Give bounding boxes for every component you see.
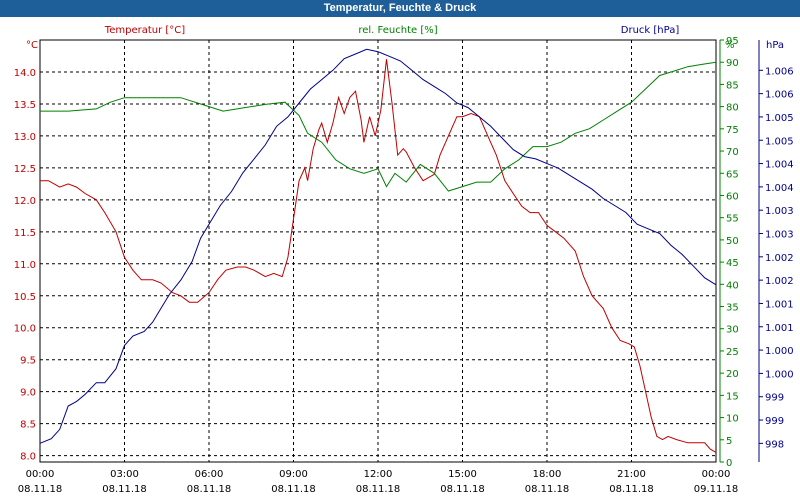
humidity-tick-label: 90 [726,58,739,69]
pressure-tick-label: 1.004 [765,183,794,194]
plot-border [39,39,717,463]
humidity-tick-label: 25 [726,347,739,358]
pressure-tick-label: 1.001 [765,323,794,334]
humidity-line [40,61,717,192]
pressure-tick-label: 1.003 [765,206,794,217]
temp-tick-label: 11.0 [14,260,36,271]
temp-tick-label: 13.5 [14,100,36,111]
humidity-tick-label: 5 [726,436,732,447]
pressure-tick-label: 1.006 [765,66,794,77]
humidity-tick-label: 15 [726,391,739,402]
x-tick-time: 03:00 [110,469,139,480]
x-tick-time: 06:00 [195,469,224,480]
temp-tick-label: 8.0 [20,452,36,463]
humidity-unit-label: % [725,40,735,51]
series-lines [39,48,717,453]
x-tick-date: 08.11.18 [525,484,570,495]
humidity-tick-label: 55 [726,214,739,225]
humidity-tick-label: 65 [726,169,739,180]
grid [40,40,716,462]
humidity-tick-label: 80 [726,103,739,114]
humidity-tick-label: 10 [726,414,739,425]
x-tick-date: 08.11.18 [271,484,316,495]
pressure-tick-label: 1.004 [765,160,794,171]
humidity-tick-label: 40 [726,280,739,291]
pressure-tick-label: 1.000 [765,346,794,357]
x-tick-time: 21:00 [617,469,646,480]
x-tick-date: 08.11.18 [187,484,232,495]
pressure-tick-label: 998 [765,439,784,450]
humidity-tick-label: 85 [726,80,739,91]
x-tick-date: 08.11.18 [609,484,654,495]
pressure-line [39,48,717,444]
x-tick-time: 18:00 [533,469,562,480]
temperature-line [40,59,717,453]
chart-title: Temperatur, Feuchte & Druck [0,0,800,17]
axes: 00:00 08.11.18 03:00 08.11.18 06:00 08.11.18 0… [14,36,794,495]
x-tick-time: 09:00 [279,469,308,480]
x-tick-date: 08.11.18 [356,484,401,495]
pressure-tick-label: 1.005 [765,136,794,147]
humidity-tick-label: 20 [726,369,739,380]
temp-tick-label: 10.5 [14,292,36,303]
x-tick-date: 08.11.18 [18,484,63,495]
temp-tick-label: 12.0 [14,196,36,207]
pressure-tick-label: 1.002 [765,276,794,287]
humidity-tick-label: 60 [726,191,739,202]
pressure-tick-label: 999 [765,416,784,427]
x-tick-time: 15:00 [448,469,477,480]
x-tick-time: 00:00 [26,469,55,480]
pressure-tick-label: 1.001 [765,299,794,310]
x-tick-time: 12:00 [364,469,393,480]
temp-unit-label: °C [26,40,38,51]
humidity-tick-label: 30 [726,325,739,336]
pressure-axis-title: Druck [hPa] [621,25,680,36]
x-tick-date: 08.11.18 [102,484,147,495]
temp-tick-label: 10.0 [14,324,36,335]
humidity-tick-label: 50 [726,236,739,247]
pressure-tick-label: 1.003 [765,230,794,241]
temp-tick-label: 11.5 [14,228,36,239]
humidity-tick-label: 45 [726,258,739,269]
pressure-tick-label: 1.002 [765,253,794,264]
x-tick-date: 08.11.18 [440,484,485,495]
temp-tick-label: 14.0 [14,68,36,79]
temp-axis-title: Temperatur [°C] [104,25,185,36]
pressure-tick-label: 1.006 [765,90,794,101]
temp-tick-label: 13.0 [14,132,36,143]
x-tick-date: 09.11.18 [694,484,739,495]
temp-tick-label: 12.5 [14,164,36,175]
humidity-axis-title: rel. Feuchte [%] [358,25,437,36]
x-tick-time: 00:00 [702,469,731,480]
humidity-tick-label: 70 [726,147,739,158]
pressure-unit-label: hPa [766,40,784,51]
pressure-tick-label: 1.005 [765,113,794,124]
humidity-tick-label: 95 [726,36,739,47]
plot-frame [39,39,717,463]
pressure-tick-label: 1.000 [765,369,794,380]
humidity-tick-label: 35 [726,303,739,314]
humidity-tick-label: 0 [726,458,732,469]
pressure-tick-label: 999 [765,393,784,404]
temp-tick-label: 9.5 [20,356,36,367]
temp-tick-label: 8.5 [20,420,36,431]
humidity-tick-label: 75 [726,125,739,136]
temp-tick-label: 9.0 [20,388,36,399]
